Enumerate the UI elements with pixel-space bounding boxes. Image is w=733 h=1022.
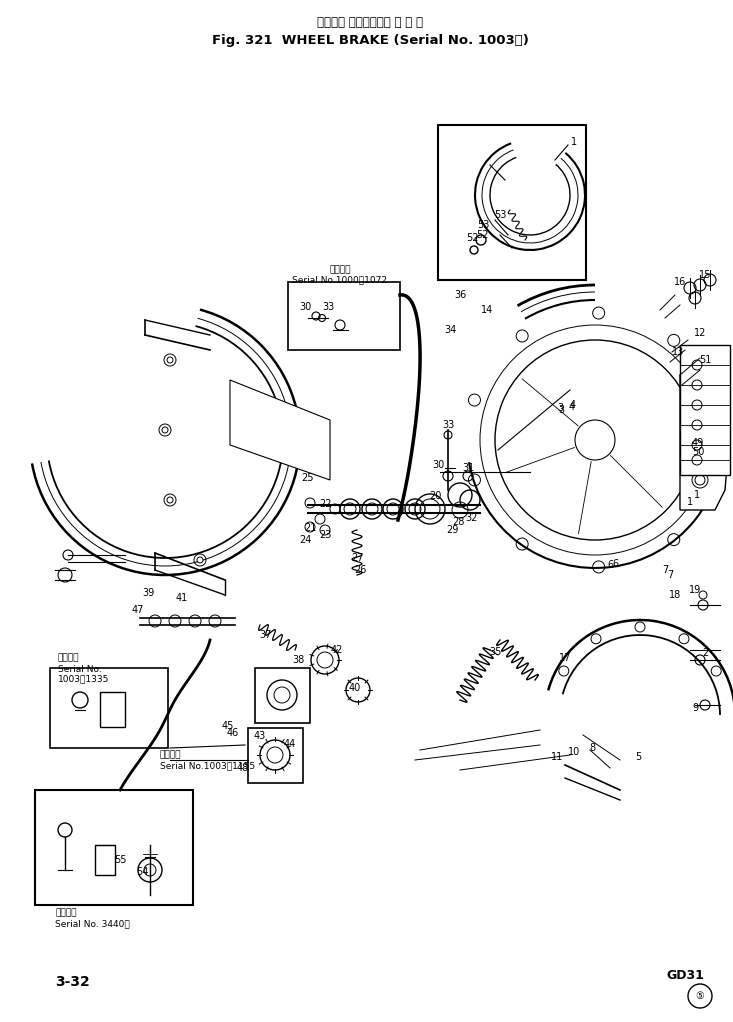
Text: 18: 18 bbox=[669, 590, 681, 600]
Text: 40: 40 bbox=[349, 683, 361, 693]
Text: 1: 1 bbox=[571, 137, 577, 147]
Text: 44: 44 bbox=[284, 739, 296, 749]
Bar bbox=[100, 692, 125, 727]
Bar bbox=[680, 345, 730, 475]
Bar bbox=[438, 125, 586, 280]
Bar bbox=[288, 282, 400, 350]
Text: 5: 5 bbox=[635, 752, 641, 762]
Text: 3: 3 bbox=[557, 403, 563, 413]
Text: 1: 1 bbox=[687, 497, 693, 507]
Text: 2: 2 bbox=[702, 648, 708, 658]
Text: 20: 20 bbox=[429, 491, 441, 501]
Text: 29: 29 bbox=[446, 525, 458, 535]
Text: 46: 46 bbox=[227, 728, 239, 738]
Text: 13: 13 bbox=[672, 347, 684, 357]
Text: 16: 16 bbox=[674, 277, 686, 287]
Text: Fig. 321  WHEEL BRAKE (Serial No. 1003～): Fig. 321 WHEEL BRAKE (Serial No. 1003～) bbox=[212, 34, 528, 46]
Text: 54: 54 bbox=[136, 867, 148, 877]
Text: 33: 33 bbox=[322, 301, 334, 312]
Text: 38: 38 bbox=[292, 655, 304, 665]
Text: 35: 35 bbox=[489, 647, 501, 657]
Text: 3-32: 3-32 bbox=[55, 975, 89, 989]
Text: Serial No.1003～1155: Serial No.1003～1155 bbox=[160, 761, 255, 771]
Polygon shape bbox=[680, 370, 730, 510]
Text: GD31: GD31 bbox=[666, 969, 704, 981]
Text: 25: 25 bbox=[302, 473, 314, 483]
Text: 19: 19 bbox=[689, 585, 701, 595]
Text: 53: 53 bbox=[476, 220, 489, 230]
Text: Serial No. 3440～: Serial No. 3440～ bbox=[55, 920, 130, 929]
Text: 8: 8 bbox=[589, 743, 595, 753]
Text: 52: 52 bbox=[476, 230, 488, 240]
Text: 43: 43 bbox=[254, 731, 266, 741]
Text: 適用号機: 適用号機 bbox=[160, 750, 182, 759]
Text: 48: 48 bbox=[237, 763, 249, 773]
Text: 23: 23 bbox=[319, 530, 331, 540]
Text: 51: 51 bbox=[699, 355, 711, 365]
Text: 22: 22 bbox=[319, 499, 331, 509]
Bar bbox=[50, 668, 168, 748]
Text: 47: 47 bbox=[132, 605, 144, 615]
Text: 4: 4 bbox=[569, 402, 575, 412]
Text: 39: 39 bbox=[142, 588, 154, 598]
Circle shape bbox=[167, 357, 173, 363]
Text: 33: 33 bbox=[442, 420, 454, 430]
Text: ⑤: ⑤ bbox=[696, 991, 704, 1001]
Text: 32: 32 bbox=[465, 513, 478, 523]
Text: 適用号機: 適用号機 bbox=[58, 653, 79, 662]
Text: 14: 14 bbox=[481, 305, 493, 315]
Text: 1003～1335: 1003～1335 bbox=[58, 675, 109, 684]
Polygon shape bbox=[230, 380, 330, 480]
Text: 10: 10 bbox=[568, 747, 580, 757]
Text: ホイール ブレーキ（適 用 号 機: ホイール ブレーキ（適 用 号 機 bbox=[317, 15, 423, 29]
Text: 9: 9 bbox=[692, 703, 698, 713]
Text: Serial No.1000～1072: Serial No.1000～1072 bbox=[292, 276, 388, 284]
Text: 4: 4 bbox=[570, 400, 576, 410]
Text: 45: 45 bbox=[222, 721, 234, 731]
Text: 49: 49 bbox=[692, 438, 704, 448]
Text: 1: 1 bbox=[694, 490, 700, 500]
Text: 27: 27 bbox=[352, 553, 364, 563]
Text: 42: 42 bbox=[331, 645, 343, 655]
Text: 7: 7 bbox=[667, 570, 673, 580]
Text: 37: 37 bbox=[259, 630, 271, 640]
Text: 53: 53 bbox=[494, 210, 507, 220]
Circle shape bbox=[167, 497, 173, 503]
Text: 31: 31 bbox=[462, 463, 474, 473]
Text: 24: 24 bbox=[299, 535, 312, 545]
Text: 30: 30 bbox=[299, 301, 311, 312]
Text: 21: 21 bbox=[303, 523, 316, 533]
Circle shape bbox=[162, 427, 168, 433]
Text: Serial No.: Serial No. bbox=[58, 664, 102, 673]
Text: 3: 3 bbox=[558, 405, 564, 415]
Text: 34: 34 bbox=[444, 325, 456, 335]
Text: 6: 6 bbox=[607, 560, 613, 570]
Text: 7: 7 bbox=[662, 565, 668, 575]
Text: 17: 17 bbox=[559, 653, 571, 663]
Text: 30: 30 bbox=[432, 460, 444, 470]
Text: 55: 55 bbox=[114, 855, 126, 865]
Bar bbox=[255, 668, 310, 723]
Text: 12: 12 bbox=[694, 328, 706, 338]
Text: 28: 28 bbox=[452, 517, 464, 527]
Bar bbox=[248, 728, 303, 783]
Bar bbox=[35, 790, 193, 905]
Text: 適用号機: 適用号機 bbox=[55, 909, 76, 918]
Circle shape bbox=[197, 557, 203, 563]
Text: 41: 41 bbox=[176, 593, 188, 603]
Text: 26: 26 bbox=[354, 565, 366, 575]
Text: 36: 36 bbox=[454, 290, 466, 300]
Text: 11: 11 bbox=[551, 752, 563, 762]
Text: 6: 6 bbox=[612, 559, 618, 569]
Text: 50: 50 bbox=[692, 447, 704, 457]
Text: 適用号機: 適用号機 bbox=[329, 266, 351, 275]
Text: 15: 15 bbox=[699, 270, 711, 280]
Text: 52: 52 bbox=[465, 233, 478, 243]
Bar bbox=[95, 845, 115, 875]
